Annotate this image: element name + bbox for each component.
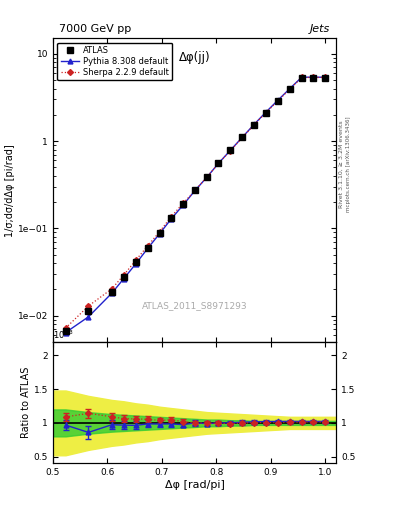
- Y-axis label: Ratio to ATLAS: Ratio to ATLAS: [21, 367, 31, 438]
- Text: Δφ(jj): Δφ(jj): [179, 51, 210, 63]
- Text: mcplots.cern.ch [arXiv:1306.3436]: mcplots.cern.ch [arXiv:1306.3436]: [346, 116, 351, 211]
- Legend: ATLAS, Pythia 8.308 default, Sherpa 2.2.9 default: ATLAS, Pythia 8.308 default, Sherpa 2.2.…: [57, 42, 172, 80]
- Text: Jets: Jets: [310, 24, 331, 34]
- Text: Rivet 3.1.10, ≥ 3.2M events: Rivet 3.1.10, ≥ 3.2M events: [339, 120, 344, 208]
- Text: $10^{-3}$: $10^{-3}$: [53, 328, 74, 340]
- Y-axis label: 1/σ;dσ/dΔφ [pi/rad]: 1/σ;dσ/dΔφ [pi/rad]: [5, 144, 15, 237]
- Text: 7000 GeV pp: 7000 GeV pp: [59, 24, 131, 34]
- Text: ATLAS_2011_S8971293: ATLAS_2011_S8971293: [142, 301, 247, 310]
- X-axis label: Δφ [rad/pi]: Δφ [rad/pi]: [165, 480, 224, 490]
